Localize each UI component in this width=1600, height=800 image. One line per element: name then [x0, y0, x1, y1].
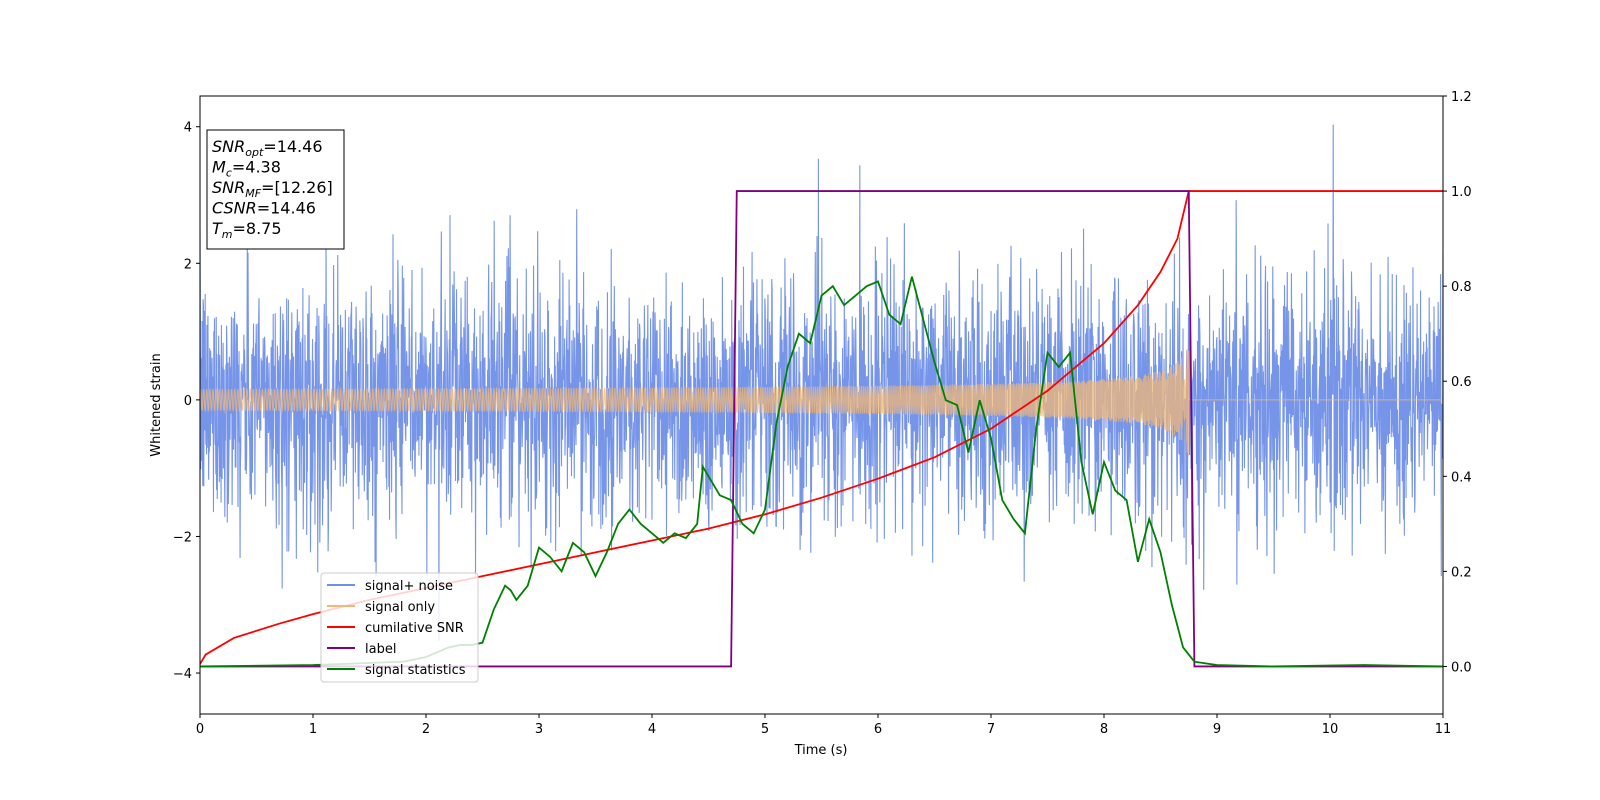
y2-tick-label: 0.4	[1451, 470, 1472, 485]
y-tick-label: 4	[184, 121, 192, 136]
x-tick-label: 10	[1322, 722, 1339, 737]
info-box: SNRopt=14.46Mc=4.38SNRMF=[12.26]CSNR=14.…	[206, 129, 345, 250]
legend-label: signal only	[365, 600, 435, 615]
y-axis-right: 0.0 0.2 0.4 0.6 0.8 1.0 1.2	[1443, 90, 1472, 675]
x-tick-label: 0	[196, 722, 204, 737]
signal-statistics-line	[200, 276, 1443, 668]
x-tick-label: 5	[761, 722, 769, 737]
legend-frame	[320, 572, 479, 683]
signal-noise-series	[200, 124, 1443, 642]
x-axis-label: Time (s)	[794, 743, 848, 758]
x-tick-label: 3	[535, 722, 543, 737]
x-tick-label: 8	[1100, 722, 1108, 737]
y-tick-label: 2	[184, 257, 192, 272]
signal-only-line	[200, 348, 1443, 457]
y-axis-left: −4 −2 0 2 4	[173, 121, 200, 682]
y2-tick-label: 1.0	[1451, 185, 1472, 200]
info-box-line: Mc=4.38	[212, 158, 281, 180]
y2-tick-label: 1.2	[1451, 90, 1472, 105]
legend: signal+ noise signal only cumilative SNR la…	[320, 572, 479, 683]
x-tick-label: 9	[1213, 722, 1221, 737]
signal-noise-line	[200, 124, 1443, 642]
legend-label: signal statistics	[365, 663, 466, 678]
label-line	[200, 190, 1443, 668]
x-tick-label: 1	[309, 722, 317, 737]
y-tick-label: 0	[184, 394, 192, 409]
y-tick-label: −2	[173, 530, 192, 545]
legend-label: label	[365, 642, 396, 657]
x-tick-label: 4	[648, 722, 656, 737]
signal-only-series	[200, 348, 1443, 457]
y2-tick-label: 0.2	[1451, 565, 1472, 580]
x-axis: 0 1 2 3 4 5 6 7 8 9 10 11	[196, 714, 1451, 737]
plot-layer	[200, 124, 1443, 668]
legend-label: signal+ noise	[365, 579, 453, 594]
y-axis-label: Whitened strain	[149, 353, 164, 456]
y2-tick-label: 0.8	[1451, 280, 1472, 295]
x-tick-label: 2	[422, 722, 430, 737]
y-tick-label: −4	[173, 667, 192, 682]
info-box-line: SNRopt=14.46	[212, 137, 323, 159]
plot-frame	[199, 95, 1444, 715]
y2-tick-label: 0.0	[1451, 660, 1472, 675]
info-box-line: CSNR=14.46	[212, 199, 316, 218]
x-tick-label: 7	[987, 722, 995, 737]
x-tick-label: 11	[1435, 722, 1452, 737]
cumulative-snr-line	[200, 190, 1443, 665]
x-tick-label: 6	[874, 722, 882, 737]
info-box-line: SNRMF=[12.26]	[212, 178, 333, 200]
legend-label: cumilative SNR	[365, 621, 464, 636]
info-box-line: Tm=8.75	[212, 219, 282, 241]
y2-tick-label: 0.6	[1451, 375, 1472, 390]
right-axis-series	[200, 190, 1443, 668]
info-box-frame	[206, 129, 345, 250]
